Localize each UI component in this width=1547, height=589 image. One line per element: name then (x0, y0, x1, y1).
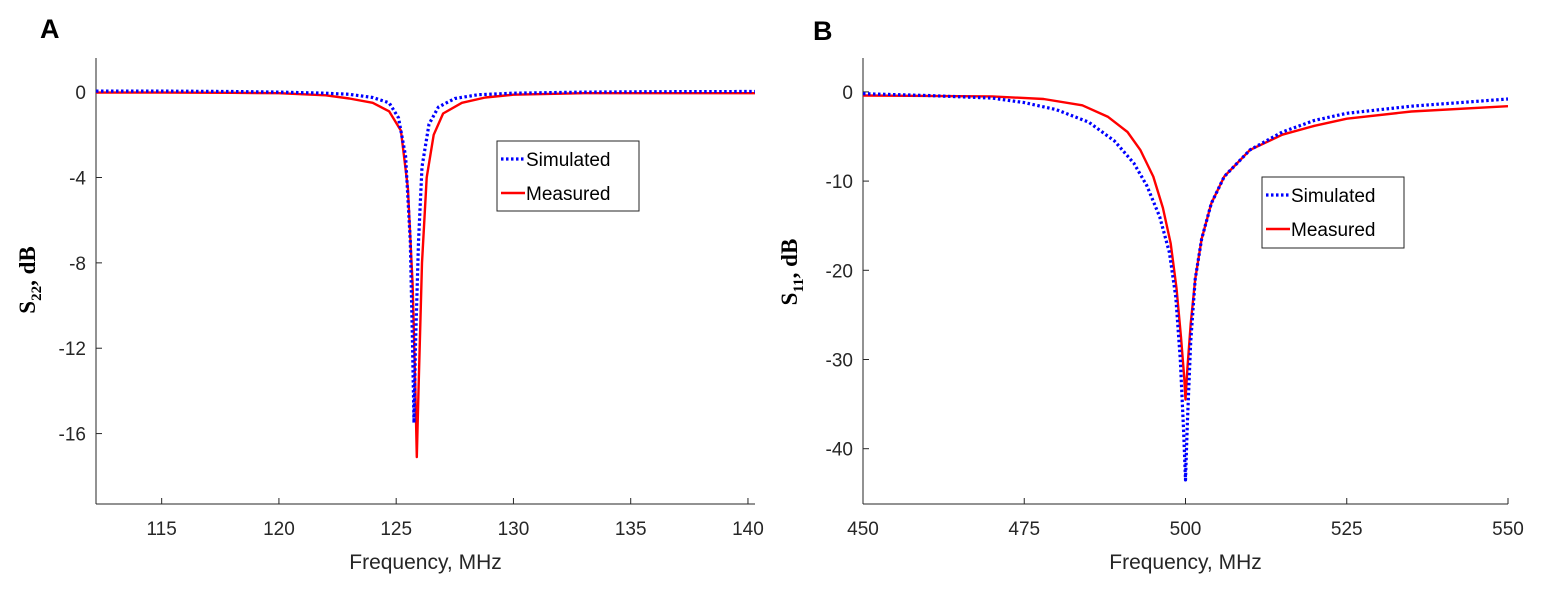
legend-entry-measured: Measured (1291, 220, 1376, 241)
y-tick-label: -8 (69, 254, 86, 275)
y-tick-label: -16 (59, 425, 86, 446)
chart-panel-b: 450 475 500 525 550 0 -10 -20 -30 -40 Frequency, M… (777, 16, 1524, 574)
y-axis-label-main: S (777, 293, 802, 306)
legend-entry-measured: Measured (526, 184, 611, 205)
x-tick-label: 115 (147, 519, 177, 540)
panel-label: A (40, 14, 60, 44)
x-tick-label: 475 (1008, 519, 1040, 540)
x-tick-label: 120 (263, 519, 295, 540)
legend: Simulated Measured (496, 140, 640, 212)
y-axis-label-subscript: 22 (29, 286, 45, 301)
x-tick-label: 525 (1331, 519, 1363, 540)
y-axis-label: S11, dB (777, 239, 807, 306)
y-tick-label: -30 (826, 350, 853, 371)
x-tick-label: 450 (847, 519, 879, 540)
legend-box (496, 140, 640, 212)
legend-box (1261, 176, 1405, 249)
y-tick-label: 0 (842, 83, 853, 104)
series-line-simulated (96, 89, 755, 425)
x-tick-label: 135 (615, 519, 647, 540)
series-line-measured (863, 94, 1508, 401)
x-tick-label: 140 (732, 519, 764, 540)
y-axis-label-main: S (15, 301, 40, 314)
chart-panel-a: 115 120 125 130 135 140 0 -4 -8 -12 -16 Frequency, … (15, 14, 764, 574)
legend: Simulated Measured (1261, 176, 1405, 249)
y-tick-label: -4 (69, 169, 86, 190)
y-tick-label: -20 (826, 261, 853, 282)
legend-entry-simulated: Simulated (1291, 186, 1376, 207)
y-axis-label-subscript: 11 (791, 278, 807, 292)
x-tick-label: 130 (498, 519, 530, 540)
y-tick-label: -10 (826, 172, 853, 193)
series-line-measured (96, 91, 755, 459)
x-tick-label: 125 (380, 519, 412, 540)
panel-label: B (813, 16, 833, 46)
y-axis-label-tail: , dB (15, 246, 40, 286)
x-tick-label: 550 (1492, 519, 1524, 540)
y-tick-label: -12 (59, 339, 86, 360)
legend-entry-simulated: Simulated (526, 150, 611, 171)
y-tick-label: 0 (75, 83, 86, 104)
y-axis-label-tail: , dB (777, 239, 802, 279)
y-axis-label: S22, dB (15, 246, 45, 313)
y-tick-label: -40 (826, 440, 853, 461)
x-axis-label: Frequency, MHz (1109, 551, 1262, 574)
x-axis-label: Frequency, MHz (349, 551, 502, 574)
x-tick-label: 500 (1170, 519, 1202, 540)
series-line-simulated (863, 92, 1508, 482)
